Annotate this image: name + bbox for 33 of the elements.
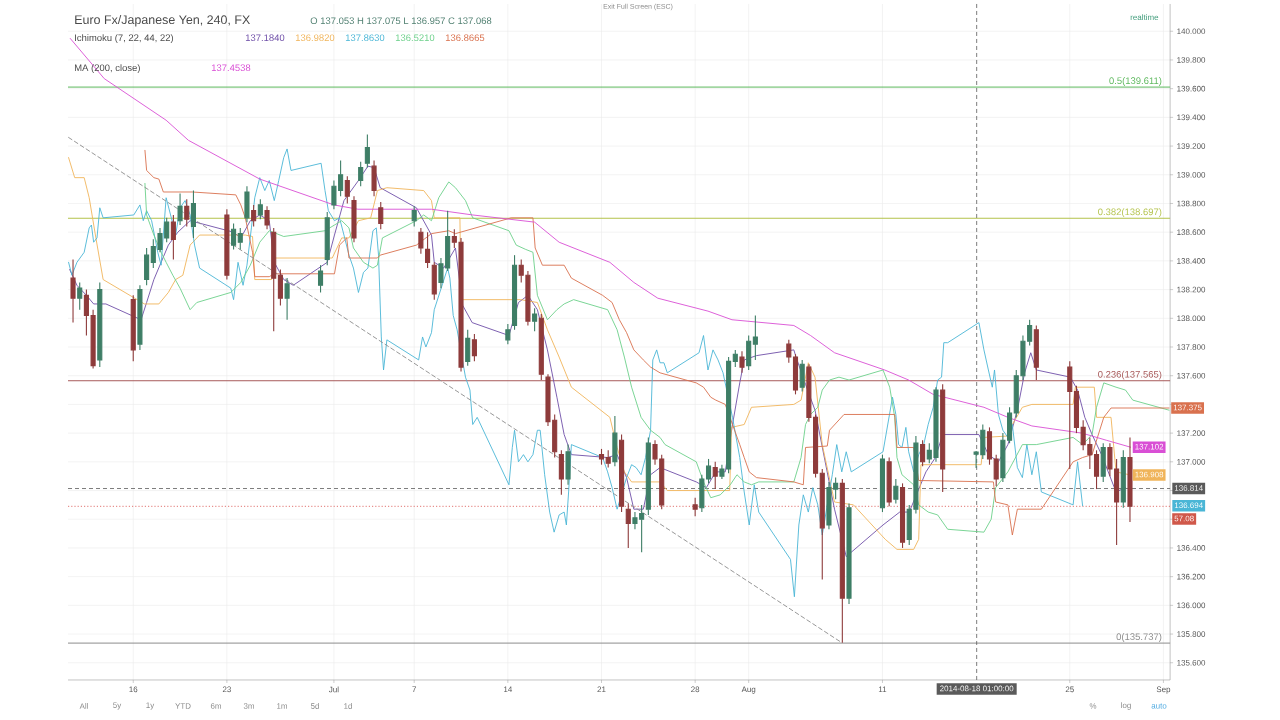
candlestick xyxy=(371,159,377,197)
candlestick xyxy=(846,502,852,605)
annotation: 137.8630 xyxy=(345,34,385,42)
candlestick xyxy=(625,502,631,549)
text: Euro Fx/Japanese Yen, 240, FX xyxy=(75,14,250,27)
candlestick xyxy=(1127,436,1133,523)
ref-line-label: 0.5(139.611) xyxy=(1109,77,1162,86)
annotation: Ichimoku (7, 22, 44, 22) xyxy=(75,34,174,43)
ref-line-label: 0.236(137.565) xyxy=(1098,370,1162,380)
candlestick xyxy=(224,208,230,281)
candlestick xyxy=(264,205,270,230)
candlestick xyxy=(1067,360,1073,470)
annotation: 136.5210 xyxy=(395,34,435,42)
annotation: 136.9820 xyxy=(295,34,335,42)
candlestick xyxy=(612,415,618,467)
candlestick xyxy=(137,284,143,351)
annotation: 136.8665 xyxy=(445,34,485,42)
candlestick xyxy=(244,185,250,223)
line-series xyxy=(68,148,1084,598)
annotation: 137.4538 xyxy=(211,64,251,72)
annotation: 137.1840 xyxy=(245,34,285,42)
candlestick xyxy=(739,350,745,374)
ref-line-label: 0.382(138.697) xyxy=(1098,208,1162,218)
candlestick xyxy=(284,277,290,321)
candlestick xyxy=(177,192,183,226)
annotation: MA (200, close) xyxy=(74,64,140,73)
candlestick xyxy=(418,227,424,255)
annotation: O 137.053 H 137.075 L 136.957 C 137.068 xyxy=(310,17,492,25)
candlestick xyxy=(565,444,571,486)
candlestick xyxy=(940,383,946,493)
candlestick xyxy=(70,258,76,324)
candlestick xyxy=(351,195,357,243)
ref-line-label: 0(135.737) xyxy=(1116,633,1162,642)
